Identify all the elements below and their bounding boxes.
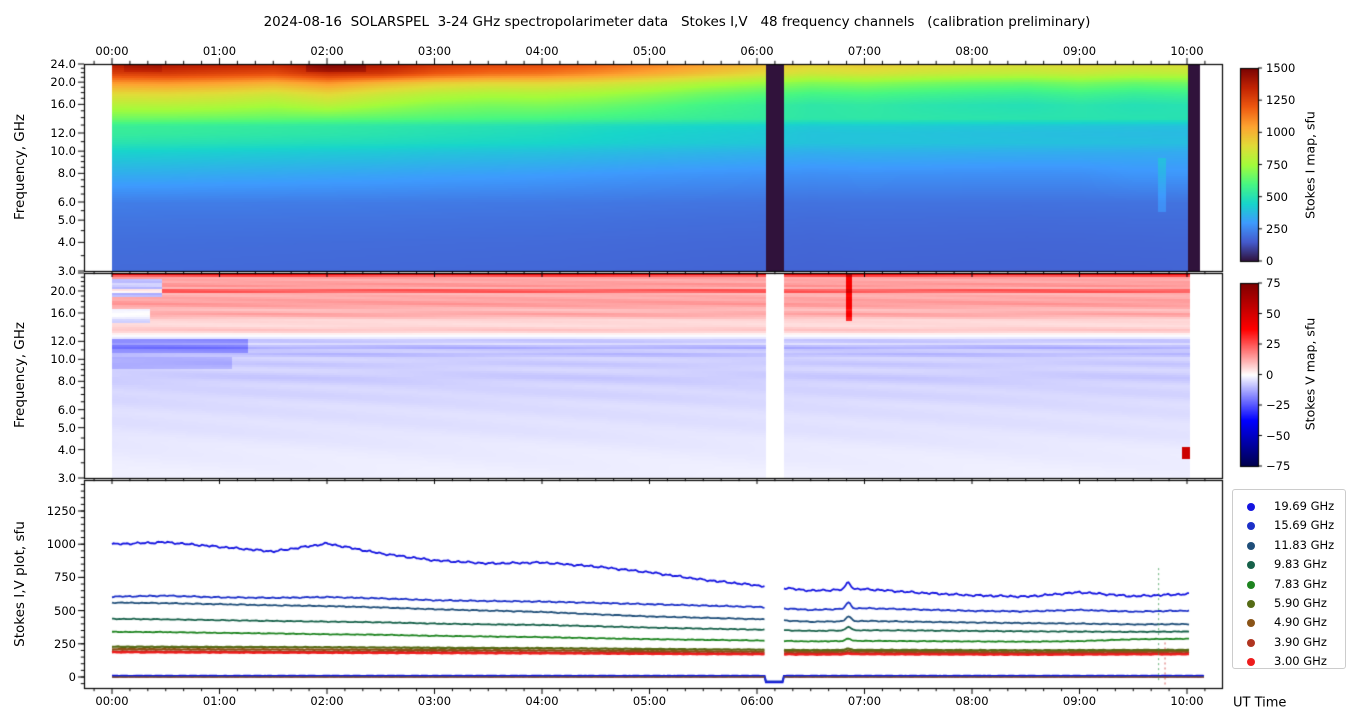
colorbar-i-tick-label: 500 [1266,189,1288,204]
x-tick-label-top: 07:00 [847,44,882,58]
freq-tick-label: 24.0 [50,57,76,71]
legend: 19.69 GHz 15.69 GHz 11.83 GHz 9.83 GHz 7.83 … [1232,489,1346,669]
x-tick-label-bottom: 02:00 [310,694,344,708]
legend-label: 7.83 GHz [1274,576,1327,591]
stokes-tick-label: 750 [54,570,76,585]
freq-tick-label: 10.0 [50,144,76,159]
legend-item: 15.69 GHz [1233,516,1345,535]
x-tick-label-bottom: 04:00 [525,694,559,708]
x-tick-label-top: 02:00 [310,44,344,58]
legend-item: 7.83 GHz [1233,575,1345,594]
stokes-plot-axis-label: Stokes I,V plot, sfu [12,521,28,647]
colorbar-v-tick-label: 50 [1266,306,1281,321]
legend-swatch-icon [1247,658,1255,667]
x-tick-label-top: 09:00 [1062,44,1097,58]
colorbar-v-tick-label: 75 [1266,276,1281,290]
legend-label: 4.90 GHz [1274,615,1327,630]
x-tick-label-top: 06:00 [740,44,774,58]
x-tick-label-bottom: 05:00 [632,694,667,708]
x-tick-label-bottom: 10:00 [1170,694,1204,708]
x-tick-label-top: 04:00 [525,44,559,58]
colorbar-v-tick-label: 25 [1266,337,1281,351]
legend-label: 3.90 GHz [1274,634,1327,649]
figure-title: 2024-08-16 SOLARSPEL 3-24 GHz spectropol… [263,14,1091,30]
x-tick-label-bottom: 06:00 [740,694,774,708]
stokes-tick-label: 250 [54,636,76,651]
freq-tick-label: 16.0 [50,305,76,320]
colorbar-v-tick-label: −50 [1266,428,1291,443]
colorbar-i-tick-label: 750 [1266,157,1288,172]
freq-axis-label-middle: Frequency, GHz [12,321,28,429]
freq-tick-label: 5.0 [57,420,76,435]
colorbar-i-tick-label: 1500 [1266,61,1296,75]
freq-tick-label: 10.0 [50,352,76,367]
freq-tick-label: 20.0 [50,75,76,90]
stokes-tick-label: 500 [54,603,76,618]
freq-axis-label-top: Frequency, GHz [12,113,28,221]
freq-tick-label: 3.0 [57,264,76,278]
legend-swatch-icon [1247,599,1255,608]
legend-label: 5.90 GHz [1274,595,1327,610]
freq-tick-label: 6.0 [57,195,76,209]
freq-tick-label: 12.0 [50,334,76,349]
x-tick-label-top: 01:00 [202,44,237,58]
legend-swatch-icon [1247,580,1255,589]
colorbar-v-tick-label: 0 [1266,367,1274,382]
legend-item: 9.83 GHz [1233,555,1345,574]
freq-tick-label: 12.0 [50,126,76,140]
legend-swatch-icon [1247,522,1255,531]
colorbar-i-tick-label: 1000 [1266,125,1296,140]
x-tick-label-bottom: 00:00 [95,694,129,708]
x-tick-label-bottom: 03:00 [417,694,452,708]
legend-label: 19.69 GHz [1274,499,1335,513]
legend-label: 9.83 GHz [1274,557,1327,572]
x-tick-label-top: 00:00 [95,44,129,58]
x-tick-label-bottom: 07:00 [847,694,882,708]
x-tick-label-top: 08:00 [955,44,989,58]
legend-swatch-icon [1247,619,1255,628]
legend-item: 11.83 GHz [1233,536,1345,555]
stokes-tick-label: 1000 [46,537,76,552]
freq-tick-label: 20.0 [50,283,76,298]
legend-item: 19.69 GHz [1233,497,1345,516]
time-axis-label: UT Time [1233,695,1287,711]
freq-tick-label: 6.0 [57,402,76,417]
x-tick-label-bottom: 01:00 [202,694,237,708]
legend-label: 3.00 GHz [1274,654,1327,669]
freq-tick-label: 16.0 [50,97,76,112]
legend-item: 3.90 GHz [1233,633,1345,652]
freq-tick-label: 4.0 [57,442,76,457]
colorbar-v-tick-label: −75 [1266,459,1291,473]
colorbar-i-tick-label: 1250 [1266,93,1296,108]
legend-label: 11.83 GHz [1274,537,1335,552]
freq-tick-label: 8.0 [57,374,76,389]
x-tick-label-top: 05:00 [632,44,667,58]
colorbar-v-tick-label: −25 [1266,398,1291,412]
colorbar-i-tick-label: 0 [1266,254,1274,268]
x-tick-label-top: 03:00 [417,44,452,58]
legend-item: 5.90 GHz [1233,594,1345,613]
freq-tick-label: 4.0 [57,235,76,250]
legend-item: 4.90 GHz [1233,613,1345,632]
freq-tick-label: 8.0 [57,166,76,181]
legend-swatch-icon [1247,638,1255,647]
freq-tick-label: 5.0 [57,213,76,228]
freq-tick-label: 3.0 [57,471,76,485]
legend-swatch-icon [1247,503,1255,511]
legend-item: 3.00 GHz [1233,652,1345,671]
legend-label: 15.69 GHz [1274,518,1335,533]
colorbar-i-tick-label: 250 [1266,221,1288,236]
stokes-tick-label: 1250 [46,504,76,518]
stokes-tick-label: 0 [68,670,76,684]
legend-swatch-icon [1247,541,1255,550]
x-tick-label-bottom: 08:00 [955,694,989,708]
colorbar-i-label: Stokes I map, sfu [1302,111,1318,219]
x-tick-label-top: 10:00 [1170,44,1204,58]
x-tick-label-bottom: 09:00 [1062,694,1097,708]
legend-swatch-icon [1247,561,1255,570]
colorbar-v-label: Stokes V map, sfu [1302,317,1318,431]
